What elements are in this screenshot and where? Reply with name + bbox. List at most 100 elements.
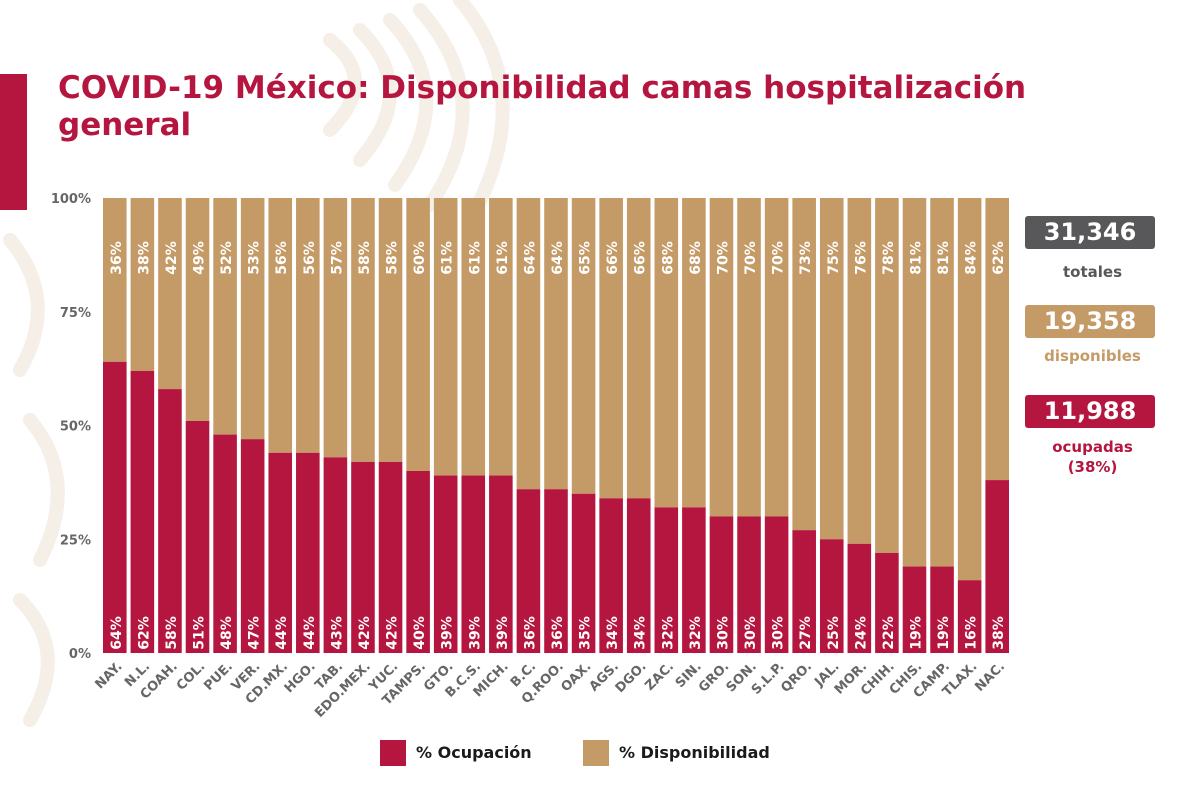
y-tick-label: 100%: [51, 192, 91, 207]
data-label-disponibilidad: 58%: [357, 241, 373, 275]
bar-ocupacion: [213, 434, 237, 653]
bar-disponibilidad: [406, 198, 430, 471]
data-label-ocupacion: 39%: [495, 616, 511, 650]
data-label-disponibilidad: 73%: [798, 241, 814, 275]
bar-ocupacion: [985, 480, 1009, 653]
data-label-ocupacion: 19%: [936, 616, 952, 650]
y-tick-label: 25%: [60, 533, 91, 548]
bar-disponibilidad: [103, 198, 127, 362]
data-label-disponibilidad: 52%: [219, 241, 235, 275]
ocupadas-percent-label: (38%): [1067, 458, 1118, 476]
data-label-disponibilidad: 75%: [826, 241, 842, 275]
data-label-disponibilidad: 66%: [633, 241, 649, 275]
bar-disponibilidad: [626, 198, 651, 499]
totales-value-badge: 31,346: [1025, 216, 1155, 249]
data-label-ocupacion: 62%: [136, 616, 152, 650]
bar-disponibilidad: [682, 198, 706, 508]
bar-disponibilidad: [654, 198, 679, 508]
data-label-disponibilidad: 49%: [192, 241, 208, 275]
bar-disponibilidad: [930, 198, 954, 567]
bar-disponibilidad: [764, 198, 789, 517]
data-label-disponibilidad: 65%: [578, 241, 594, 275]
x-category-label: DGO.: [613, 659, 650, 696]
bar-ocupacion: [930, 566, 954, 653]
x-category-label: ZAC.: [643, 659, 678, 694]
data-label-ocupacion: 36%: [550, 616, 566, 650]
x-category-label: QRO.: [778, 659, 815, 696]
data-label-disponibilidad: 81%: [908, 241, 924, 275]
bar-ocupacion: [626, 498, 651, 653]
bar-ocupacion: [351, 461, 375, 653]
data-label-disponibilidad: 84%: [964, 241, 980, 275]
bar-disponibilidad: [213, 198, 237, 435]
data-label-disponibilidad: 62%: [991, 241, 1007, 275]
data-label-ocupacion: 36%: [522, 616, 538, 650]
data-label-ocupacion: 40%: [412, 616, 428, 650]
ocupadas-value-badge: 11,988: [1025, 395, 1155, 428]
x-category-label: COL.: [174, 659, 209, 694]
data-label-disponibilidad: 70%: [771, 241, 787, 275]
data-label-ocupacion: 19%: [908, 616, 924, 650]
bar-ocupacion: [737, 516, 761, 653]
data-label-ocupacion: 58%: [164, 616, 180, 650]
data-label-ocupacion: 25%: [826, 616, 842, 650]
data-label-ocupacion: 34%: [633, 616, 649, 650]
data-label-disponibilidad: 78%: [881, 241, 897, 275]
data-label-ocupacion: 35%: [578, 616, 594, 650]
data-label-ocupacion: 27%: [798, 616, 814, 650]
bar-disponibilidad: [516, 198, 541, 490]
data-label-disponibilidad: 70%: [743, 241, 759, 275]
legend-disponibilidad-label: % Disponibilidad: [619, 743, 770, 762]
data-label-ocupacion: 32%: [660, 616, 676, 650]
data-label-disponibilidad: 53%: [247, 241, 263, 275]
disponibles-value-badge: 19,358: [1025, 305, 1155, 338]
bar-ocupacion: [875, 552, 899, 653]
y-tick-label: 0%: [69, 647, 91, 662]
x-category-label: HGO.: [282, 659, 319, 696]
data-label-disponibilidad: 68%: [688, 241, 704, 275]
bar-ocupacion: [489, 475, 513, 653]
bar-disponibilidad: [737, 198, 761, 517]
x-category-label: OAX.: [559, 659, 595, 695]
data-label-disponibilidad: 57%: [329, 241, 345, 275]
bar-ocupacion: [764, 516, 789, 653]
data-label-ocupacion: 42%: [357, 616, 373, 650]
data-label-disponibilidad: 56%: [274, 241, 290, 275]
data-label-disponibilidad: 64%: [522, 241, 538, 275]
data-label-disponibilidad: 58%: [385, 241, 401, 275]
bar-ocupacion: [709, 516, 734, 653]
bar-ocupacion: [158, 389, 182, 653]
ocupadas-label: ocupadas: [1052, 438, 1133, 456]
bar-disponibilidad: [544, 198, 568, 490]
data-label-ocupacion: 44%: [302, 616, 318, 650]
legend-ocupacion-swatch: [380, 740, 406, 766]
data-label-ocupacion: 32%: [688, 616, 704, 650]
bar-disponibilidad: [985, 198, 1009, 481]
bar-disponibilidad: [461, 198, 486, 476]
bar-disponibilidad: [819, 198, 844, 540]
data-label-ocupacion: 22%: [881, 616, 897, 650]
data-label-disponibilidad: 38%: [136, 241, 152, 275]
bar-disponibilidad: [185, 198, 210, 421]
x-category-label: PUE.: [201, 659, 236, 694]
bar-disponibilidad: [323, 198, 348, 458]
bar-ocupacion: [516, 489, 541, 653]
data-label-ocupacion: 47%: [247, 616, 263, 650]
x-category-label: GRO.: [696, 659, 732, 695]
bar-ocupacion: [654, 507, 679, 653]
x-category-label: NAY.: [92, 659, 125, 692]
bar-disponibilidad: [268, 198, 293, 453]
data-label-disponibilidad: 70%: [715, 241, 731, 275]
bar-ocupacion: [378, 461, 403, 653]
bar-ocupacion: [406, 471, 430, 653]
data-label-disponibilidad: 68%: [660, 241, 676, 275]
bar-ocupacion: [571, 493, 596, 653]
bar-ocupacion: [902, 566, 927, 653]
y-tick-label: 75%: [60, 306, 91, 321]
bar-ocupacion: [103, 361, 127, 653]
data-label-ocupacion: 34%: [605, 616, 621, 650]
data-label-ocupacion: 43%: [329, 616, 345, 650]
x-category-label: NAC.: [972, 659, 1008, 695]
data-label-disponibilidad: 76%: [853, 241, 869, 275]
